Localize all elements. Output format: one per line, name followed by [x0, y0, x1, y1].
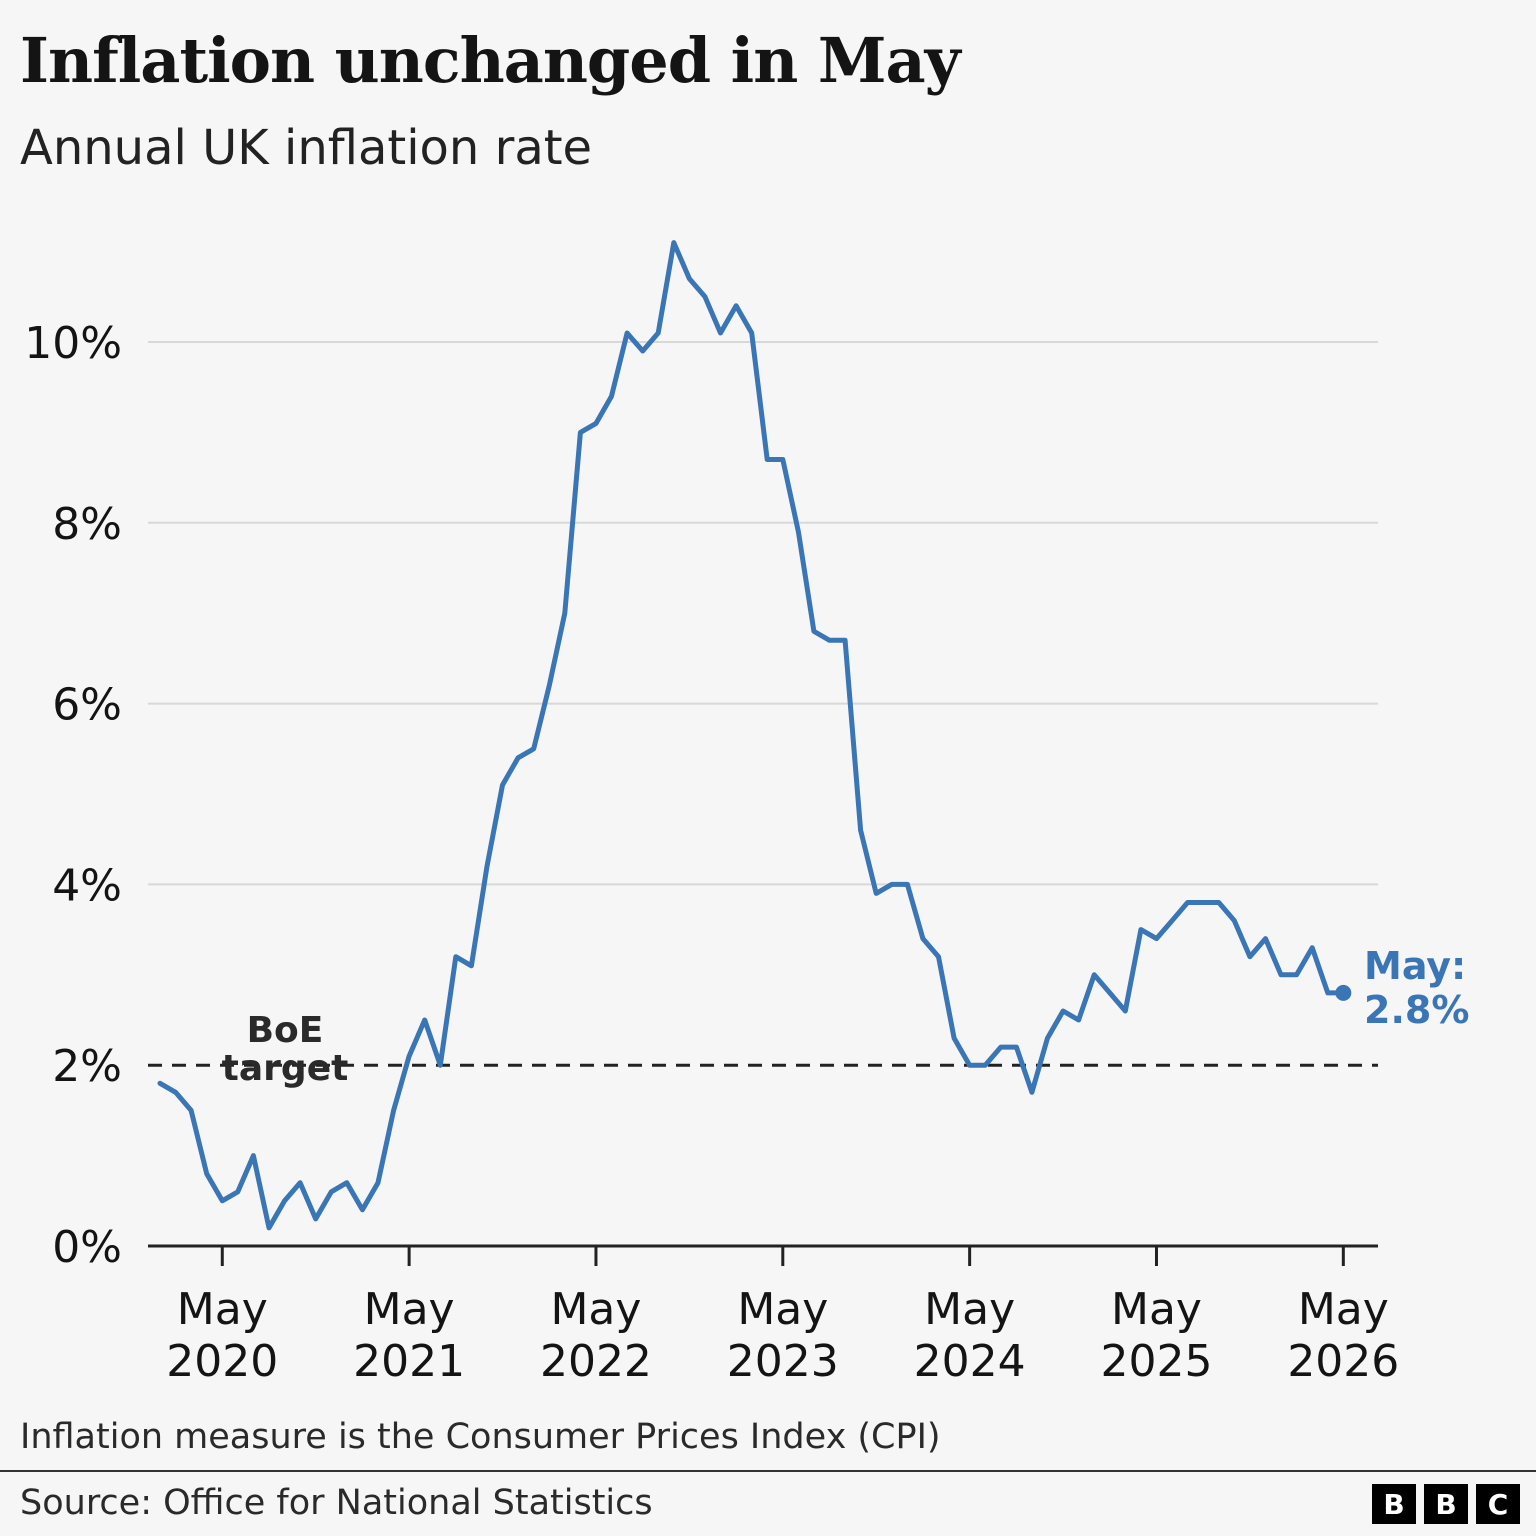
boe-target-label: BoE target: [222, 1010, 349, 1089]
y-tick-label: 4%: [52, 860, 122, 911]
y-tick-label: 10%: [24, 318, 122, 369]
x-tick-label: May 2024: [914, 1284, 1026, 1387]
bbc-logo: B B C: [1372, 1484, 1520, 1524]
x-tick-label: May 2020: [166, 1284, 278, 1387]
y-tick-label: 2%: [52, 1041, 122, 1092]
x-tick-label: May 2026: [1287, 1284, 1399, 1387]
latest-value-dot: [1335, 984, 1352, 1001]
bbc-logo-letter: C: [1476, 1484, 1520, 1524]
grid-layer: [148, 341, 1378, 1248]
chart-subtitle: Annual UK inflation rate: [20, 120, 593, 176]
chart-title: Inflation unchanged in May: [20, 24, 961, 97]
footnote: Inflation measure is the Consumer Prices…: [20, 1417, 941, 1457]
y-tick-label: 0%: [52, 1222, 122, 1273]
bbc-logo-letter: B: [1424, 1484, 1468, 1524]
x-tick-label: May 2023: [727, 1284, 839, 1387]
y-tick-label: 8%: [52, 499, 122, 550]
x-axis-ticks: May 2020 May 2021 May 2022 May 2023 May 2024 May 20…: [166, 1246, 1399, 1387]
boe-target-layer: BoE target: [148, 1010, 1378, 1089]
y-tick-label: 6%: [52, 680, 122, 731]
x-tick-label: May 2022: [540, 1284, 652, 1387]
bbc-logo-letter: B: [1372, 1484, 1416, 1524]
x-tick-label: May 2021: [353, 1284, 465, 1387]
latest-value-label: May: 2.8%: [1364, 944, 1469, 1032]
cpi-series-line: [157, 240, 1346, 1231]
footer-divider: [0, 1470, 1536, 1472]
y-axis-ticks: 0% 2% 4% 6% 8% 10%: [24, 318, 122, 1273]
x-tick-label: May 2025: [1100, 1284, 1212, 1387]
series-layer: May: 2.8%: [157, 240, 1469, 1231]
source-note: Source: Office for National Statistics: [20, 1483, 653, 1523]
